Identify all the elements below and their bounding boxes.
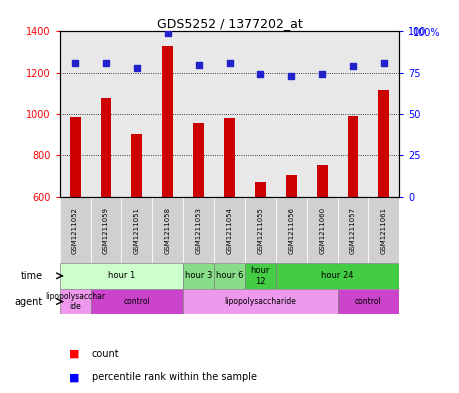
Y-axis label: 100%: 100% [413,28,440,38]
Bar [122,31,152,197]
Point [319,71,326,77]
Text: GSM1211056: GSM1211056 [288,207,294,254]
Bar [60,263,183,289]
Point [226,60,233,66]
Point [288,73,295,79]
Title: GDS5252 / 1377202_at: GDS5252 / 1377202_at [157,17,302,30]
Point [380,60,387,66]
Bar [183,289,337,314]
Bar [183,31,214,197]
Text: lipopolysacchar
ide: lipopolysacchar ide [45,292,105,311]
Text: GSM1211058: GSM1211058 [165,207,171,254]
Text: GSM1211061: GSM1211061 [381,207,387,254]
Bar [183,197,214,263]
Point [195,61,202,68]
Bar [90,289,183,314]
Text: time: time [21,271,43,281]
Point [257,71,264,77]
Text: GSM1211060: GSM1211060 [319,207,325,254]
Text: GSM1211053: GSM1211053 [196,207,202,254]
Text: control: control [355,297,382,306]
Bar [214,31,245,197]
Bar [276,197,307,263]
Bar [276,31,307,197]
Text: agent: agent [14,297,43,307]
Text: GSM1211055: GSM1211055 [257,207,263,253]
Bar [337,289,399,314]
Bar [214,263,245,289]
Bar [276,263,399,289]
Text: count: count [92,349,119,359]
Bar [255,182,266,197]
Bar [193,123,204,197]
Bar [317,165,328,197]
Bar [152,31,183,197]
Bar [369,197,399,263]
Bar [369,31,399,197]
Bar [90,197,122,263]
Text: GSM1211051: GSM1211051 [134,207,140,254]
Point [349,63,357,69]
Bar [70,117,80,197]
Bar [122,197,152,263]
Text: hour 3: hour 3 [185,271,213,280]
Point [102,60,110,66]
Bar [60,31,90,197]
Bar [131,134,142,197]
Bar [245,197,276,263]
Bar [101,97,112,197]
Bar [379,90,389,197]
Bar [60,289,90,314]
Bar [337,31,369,197]
Bar [245,263,276,289]
Bar [286,175,297,197]
Text: lipopolysaccharide: lipopolysaccharide [224,297,297,306]
Text: percentile rank within the sample: percentile rank within the sample [92,372,257,382]
Text: ■: ■ [69,372,79,382]
Text: ■: ■ [69,349,79,359]
Bar [337,197,369,263]
Point [72,60,79,66]
Bar [307,197,337,263]
Text: hour 6: hour 6 [216,271,243,280]
Bar [60,197,90,263]
Bar [90,31,122,197]
Bar [214,197,245,263]
Text: control: control [123,297,150,306]
Text: hour
12: hour 12 [251,266,270,286]
Bar [162,46,173,197]
Bar [307,31,337,197]
Text: GSM1211054: GSM1211054 [226,207,233,253]
Bar [245,31,276,197]
Point [164,30,171,36]
Bar [347,116,358,197]
Point [133,65,140,71]
Bar [183,263,214,289]
Text: GSM1211052: GSM1211052 [72,207,78,253]
Text: hour 1: hour 1 [108,271,135,280]
Bar [224,118,235,197]
Bar [152,197,183,263]
Text: GSM1211059: GSM1211059 [103,207,109,254]
Text: GSM1211057: GSM1211057 [350,207,356,254]
Text: hour 24: hour 24 [321,271,354,280]
